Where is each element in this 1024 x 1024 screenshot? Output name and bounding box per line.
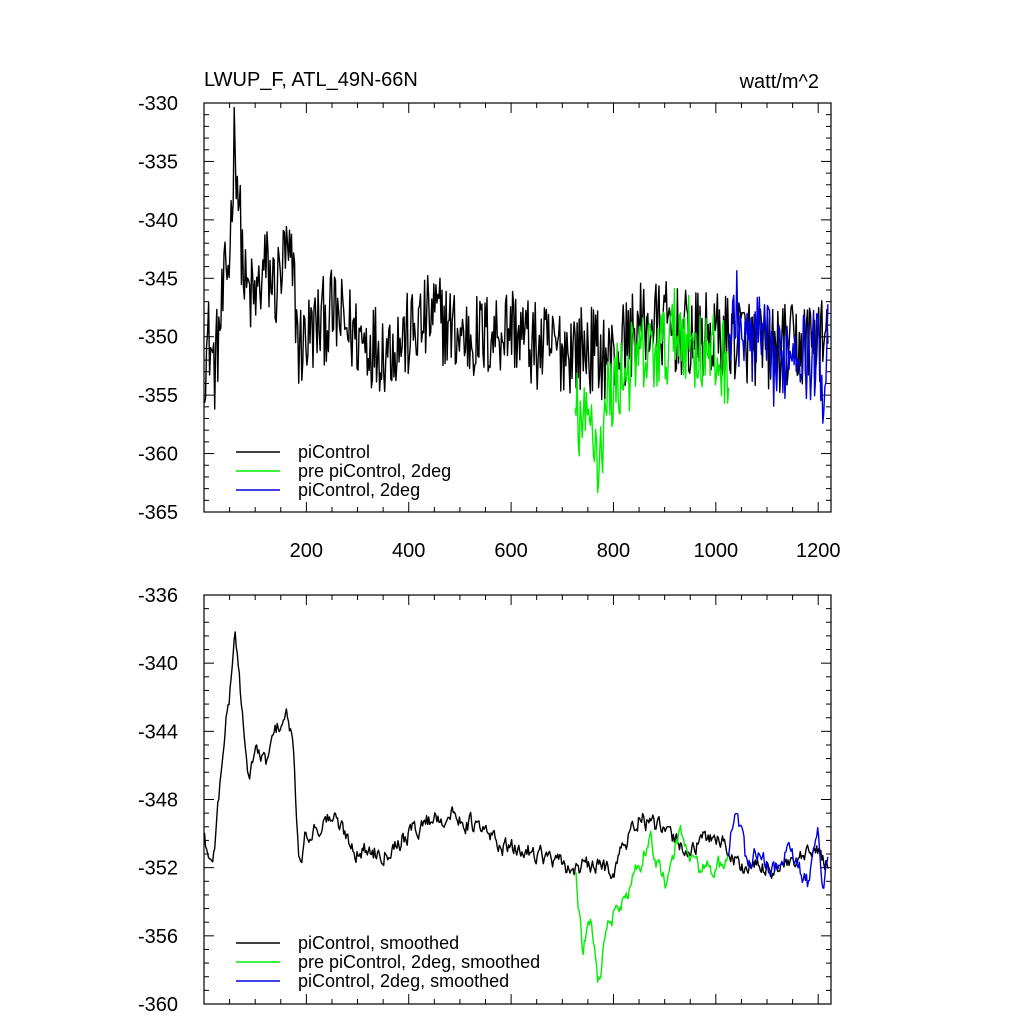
y-tick-label: -356	[138, 926, 178, 948]
series-line-1	[203, 631, 829, 880]
x-tick-label: 600	[494, 540, 527, 562]
x-tick-label: 400	[392, 540, 425, 562]
y-tick-label: -340	[138, 210, 178, 232]
x-tick-label: 800	[597, 540, 630, 562]
legend-label: piControl, 2deg	[298, 480, 420, 500]
x-tick-label: 1000	[694, 540, 739, 562]
legend-label: pre piControl, 2deg, smoothed	[298, 952, 540, 972]
units-label: watt/m^2	[739, 71, 819, 93]
plot-frame	[203, 102, 832, 513]
series-line-3	[727, 812, 829, 889]
y-tick-label: -336	[138, 585, 178, 607]
series-line-3	[727, 270, 829, 424]
y-tick-label: -352	[138, 858, 178, 880]
y-tick-label: -350	[138, 327, 178, 349]
y-tick-label: -360	[138, 444, 178, 466]
series-line-2	[574, 288, 730, 494]
legend-label: piControl	[298, 442, 370, 462]
series-line-2	[574, 824, 730, 983]
y-tick-label: -335	[138, 151, 178, 173]
series-line-1	[203, 106, 829, 410]
y-tick-label: -344	[138, 721, 178, 743]
x-tick-label: 1200	[796, 540, 841, 562]
y-tick-label: -365	[138, 502, 178, 524]
y-tick-label: -348	[138, 790, 178, 812]
legend-label: pre piControl, 2deg	[298, 461, 451, 481]
x-tick-label: 200	[290, 540, 323, 562]
y-tick-label: -340	[138, 653, 178, 675]
panel-2: -336 -340 -344 -348 -352 -356 -360 piControl, s…	[138, 585, 832, 1016]
y-tick-label: -360	[138, 994, 178, 1016]
legend-label: piControl, smoothed	[298, 933, 459, 953]
panel-1: -330 -335 -340 -345 -350 -355 -360 -365 200 400 60…	[138, 93, 840, 562]
legend-label: piControl, 2deg, smoothed	[298, 971, 509, 991]
y-tick-label: -355	[138, 385, 178, 407]
y-tick-label: -330	[138, 93, 178, 115]
y-tick-label: -345	[138, 268, 178, 290]
chart-title: LWUP_F, ATL_49N-66N	[204, 69, 418, 91]
